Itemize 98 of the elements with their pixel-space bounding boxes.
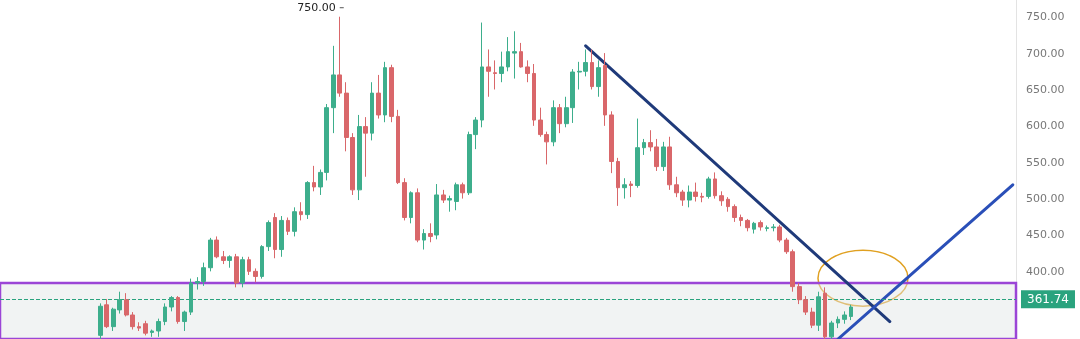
- candlestick: [428, 222, 433, 243]
- candlestick: [596, 59, 601, 98]
- candlestick: [635, 118, 640, 189]
- y-tick-label: 550.00: [1026, 155, 1065, 169]
- candlestick: [253, 267, 258, 283]
- candlestick: [402, 177, 407, 221]
- candlestick: [156, 318, 161, 338]
- candlestick: [777, 224, 782, 243]
- candlestick: [745, 218, 750, 232]
- candlestick: [331, 45, 336, 134]
- candlestick: [150, 329, 154, 338]
- candlestick: [376, 74, 381, 120]
- annotation: 750.00: [297, 1, 336, 15]
- candlestick: [189, 278, 193, 316]
- candlestick: [616, 157, 620, 207]
- candlestick: [693, 182, 698, 203]
- candlestick: [532, 63, 536, 127]
- candlestick: [719, 190, 724, 207]
- candlestick: [137, 321, 141, 332]
- candlestick: [409, 190, 413, 224]
- candlestick: [370, 81, 374, 141]
- candlestick: [849, 304, 853, 321]
- candlestick: [816, 291, 821, 332]
- candlestick: [506, 36, 510, 72]
- candlestick: [240, 256, 245, 288]
- candlestick: [687, 185, 692, 208]
- candlestick: [389, 64, 394, 123]
- candlestick: [299, 201, 303, 221]
- candlestick: [629, 180, 633, 198]
- candlestick: [499, 51, 504, 83]
- candlestick: [422, 228, 426, 251]
- candlestick: [273, 212, 277, 259]
- candlestick: [357, 114, 362, 201]
- candlestick: [512, 30, 517, 80]
- candlestick: [169, 295, 174, 312]
- candlestick: [292, 206, 297, 237]
- candlestick: [480, 22, 484, 128]
- candlestick: [486, 48, 491, 98]
- y-tick-label: 600.00: [1026, 119, 1065, 133]
- candlestick: [214, 235, 219, 259]
- candlestick: [163, 302, 167, 326]
- candlestick: [415, 187, 420, 243]
- candlestick: [700, 192, 704, 203]
- candlestick: [337, 16, 342, 98]
- candlestick: [176, 295, 180, 325]
- candlestick: [383, 61, 387, 123]
- candlestick: [842, 310, 847, 325]
- candlestick: [247, 256, 251, 276]
- candlestick: [590, 48, 594, 90]
- candlestick: [622, 177, 627, 200]
- candlestick: [279, 215, 284, 258]
- candlestick: [758, 219, 763, 232]
- candlestick: [104, 298, 109, 329]
- candlestick: [454, 182, 459, 211]
- candlestick: [603, 52, 607, 127]
- candlestick: [551, 99, 556, 147]
- ref-line-label: 361.74: [1027, 292, 1069, 307]
- candlestick: [441, 189, 446, 204]
- candlestick: [836, 315, 840, 329]
- candlestick: [221, 250, 226, 265]
- candlestick: [447, 195, 452, 213]
- y-tick-label: 650.00: [1026, 82, 1065, 96]
- candlestick: [765, 225, 769, 232]
- candlestick: [208, 237, 213, 272]
- candlestick: [143, 320, 148, 336]
- candlestick: [286, 217, 290, 236]
- candlestick: [661, 141, 666, 172]
- candlestick: [234, 253, 239, 288]
- candlestick: [732, 203, 737, 223]
- candlestick: [667, 136, 672, 191]
- candlestick: [726, 196, 730, 213]
- y-tick-label: 750.00: [1026, 10, 1065, 24]
- candlestick: [752, 221, 756, 235]
- candlestick: [363, 116, 368, 178]
- candlestick: [305, 180, 310, 220]
- candlestick: [810, 307, 815, 329]
- candlestick: [609, 110, 614, 174]
- candlestick: [713, 171, 717, 200]
- candlestick: [460, 182, 465, 200]
- candlestick: [434, 183, 439, 240]
- candlestick: [557, 103, 562, 134]
- candlestick: [312, 165, 316, 192]
- candlestick: [519, 42, 523, 69]
- candlestick: [493, 59, 497, 90]
- candlestick: [771, 223, 776, 232]
- y-tick-label: 700.00: [1026, 46, 1065, 60]
- candlestick: [260, 244, 264, 280]
- candlestick: [182, 310, 187, 332]
- y-tick-label: 500.00: [1026, 192, 1065, 206]
- candlestick: [642, 138, 646, 156]
- candlestick: [396, 109, 400, 185]
- candlestick: [739, 214, 743, 227]
- y-tick-label: 400.00: [1026, 264, 1065, 278]
- candlestick: [227, 254, 232, 269]
- candlestick: [706, 176, 711, 200]
- candlestick: [525, 59, 530, 83]
- y-tick-label: 450.00: [1026, 228, 1065, 242]
- candlestick: [266, 219, 271, 252]
